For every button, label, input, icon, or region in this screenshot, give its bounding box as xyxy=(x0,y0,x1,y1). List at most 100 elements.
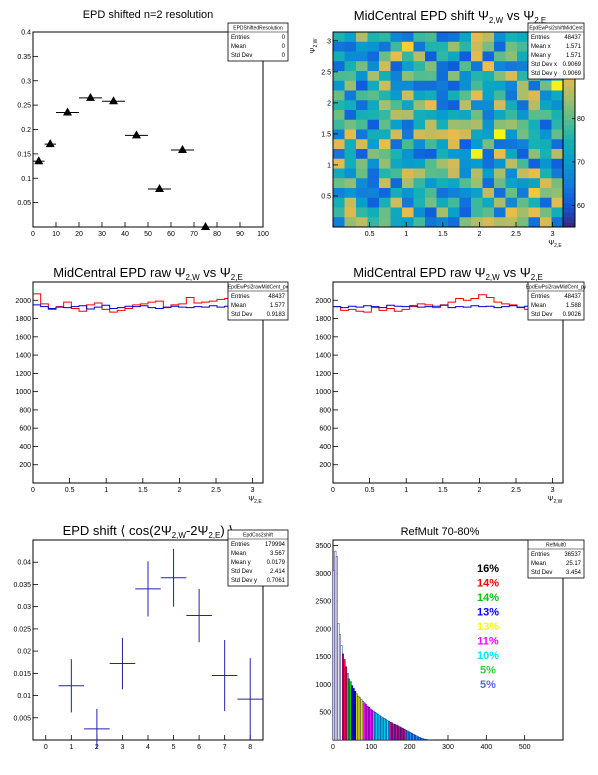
heatmap-cell xyxy=(379,129,391,140)
heatmap-cell xyxy=(528,207,541,218)
stats-key: Std Dev xyxy=(231,312,252,318)
heatmap-cell xyxy=(436,41,449,52)
x-axis-label: Ψ2,E xyxy=(248,496,262,505)
heatmap-cell xyxy=(482,61,495,72)
x-tick-label: 2.5 xyxy=(511,487,521,494)
heatmap-cell xyxy=(379,119,391,130)
heatmap-cell xyxy=(436,80,449,91)
color-scale-cell xyxy=(563,149,575,155)
chart-title: MidCentral EPD raw Ψ2,W vs Ψ2,E xyxy=(353,265,543,282)
stats-value: 3.454 xyxy=(566,570,582,576)
y-tick-label: 0.04 xyxy=(17,560,31,567)
x-tick-label: 0 xyxy=(31,487,35,494)
heatmap-cell xyxy=(367,188,380,199)
legend-entry: 11% xyxy=(477,636,499,648)
heatmap-cell xyxy=(494,61,506,72)
heatmap-cell xyxy=(494,139,506,150)
plot-frame xyxy=(332,281,564,484)
heatmap-cell xyxy=(356,197,368,208)
heatmap-cell xyxy=(344,32,357,43)
heatmap-cell xyxy=(413,207,426,218)
x-tick-label: 2.5 xyxy=(511,231,521,238)
data-point xyxy=(132,130,141,139)
heatmap-cell xyxy=(482,178,495,189)
stats-value: 1.571 xyxy=(566,44,582,50)
x-tick-label: 8 xyxy=(248,744,252,751)
heatmap-cell xyxy=(390,158,403,169)
histogram-bar xyxy=(377,714,380,741)
data-point xyxy=(155,183,164,192)
heatmap-cell xyxy=(551,207,564,218)
heatmap-cell xyxy=(333,158,345,169)
y-tick-label: 2 xyxy=(327,100,331,107)
y-tick-label: 3 xyxy=(327,38,331,45)
heatmap-cell xyxy=(540,139,552,150)
heatmap-cell xyxy=(471,41,483,52)
stats-box xyxy=(227,22,289,62)
heatmap-cell xyxy=(528,188,541,199)
heatmap-cell xyxy=(448,110,460,121)
heatmap-cell xyxy=(425,110,437,121)
histogram-bar xyxy=(394,724,397,741)
x-tick-label: 200 xyxy=(404,744,416,751)
heatmap-cell xyxy=(402,71,414,82)
heatmap-cell xyxy=(436,197,449,208)
heatmap-cell xyxy=(425,158,437,169)
stats-key: Mean xyxy=(231,44,246,50)
stats-key: Mean xyxy=(231,551,246,557)
stats-key: Entries xyxy=(531,294,550,300)
heatmap-cell xyxy=(528,129,541,140)
heatmap-cell xyxy=(482,80,495,91)
x-tick-label: 3 xyxy=(551,231,555,238)
heatmap-cell xyxy=(459,32,472,43)
heatmap-cell xyxy=(540,90,552,101)
heatmap-cell xyxy=(517,41,529,52)
legend-entry: 5% xyxy=(480,679,496,691)
heatmap-cell xyxy=(436,168,449,179)
histogram-bar xyxy=(369,708,372,741)
heatmap-cell xyxy=(379,158,391,169)
heatmap-cell xyxy=(448,61,460,72)
heatmap-cell xyxy=(528,158,541,169)
histogram-bar xyxy=(363,702,366,741)
stats-value: 0.9069 xyxy=(563,62,582,68)
heatmap-cell xyxy=(402,61,414,72)
heatmap-cell xyxy=(344,158,357,169)
heatmap-cell xyxy=(333,178,345,189)
heatmap-cell xyxy=(333,100,345,111)
histogram-bar xyxy=(386,720,389,741)
heatmap-cell xyxy=(551,217,564,228)
heatmap-cell xyxy=(333,71,345,82)
heatmap-cell xyxy=(356,129,368,140)
heatmap-cell xyxy=(436,207,449,218)
histogram-bar xyxy=(360,699,363,741)
x-tick-label: 1.5 xyxy=(138,487,148,494)
heatmap-cell xyxy=(333,32,345,43)
heatmap-cell xyxy=(448,207,460,218)
heatmap-cell xyxy=(528,178,541,189)
heatmap-cell xyxy=(436,158,449,169)
heatmap-cell xyxy=(379,41,391,52)
heatmap-cell xyxy=(482,139,495,150)
y-tick-label: 200 xyxy=(19,462,31,469)
histogram-bar xyxy=(411,733,413,741)
heatmap-cell xyxy=(505,32,518,43)
heatmap-cell xyxy=(448,41,460,52)
heatmap-cell xyxy=(436,110,449,121)
y-tick-label: 500 xyxy=(319,710,331,717)
x-tick-label: 2 xyxy=(477,231,481,238)
y-tick-label: 2000 xyxy=(315,298,331,305)
heatmap-cell xyxy=(413,129,426,140)
heatmap-cell xyxy=(517,178,529,189)
heatmap-cell xyxy=(356,119,368,130)
heatmap-cell xyxy=(379,217,391,228)
heatmap-cell xyxy=(471,110,483,121)
heatmap-cell xyxy=(344,207,357,218)
histogram-bar xyxy=(372,710,375,741)
y-tick-label: 600 xyxy=(19,426,31,433)
heatmap-cell xyxy=(390,80,403,91)
x-axis-label: Ψ2,E xyxy=(548,240,562,249)
heatmap-cell xyxy=(448,90,460,101)
title-subscript: 2,W xyxy=(485,273,500,282)
histogram-bar xyxy=(401,728,404,741)
